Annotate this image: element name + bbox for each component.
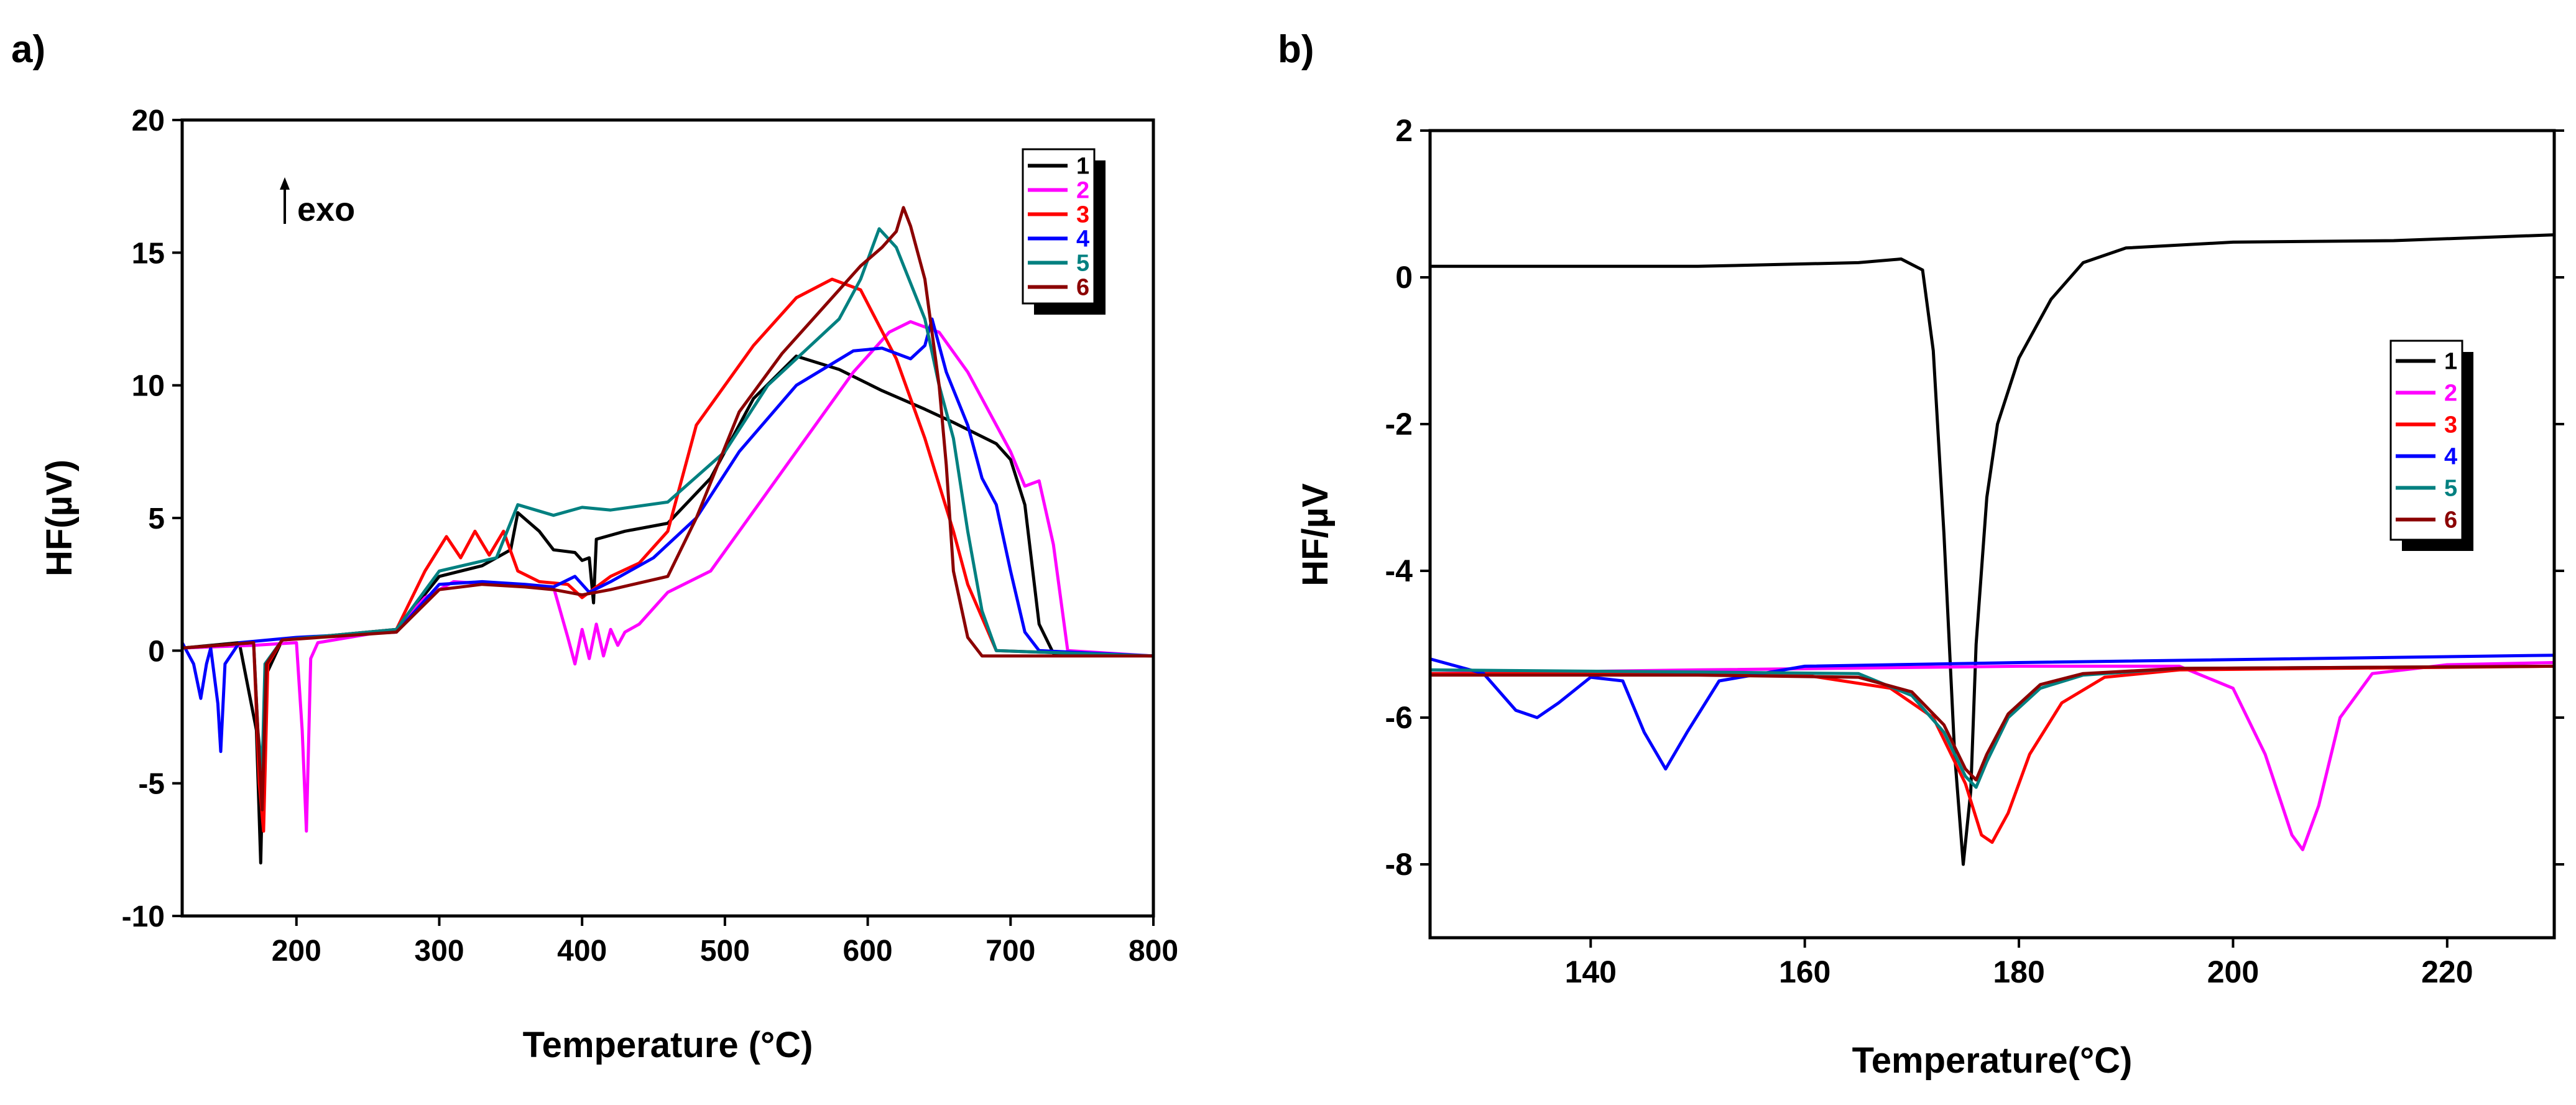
x-tick-label: 160 [1779, 955, 1830, 989]
legend-label-3: 3 [1076, 202, 1089, 228]
x-tick-label: 220 [2421, 955, 2473, 989]
panel-a-series [180, 206, 1154, 865]
y-tick-label: -10 [122, 900, 165, 933]
legend-label-1: 1 [1076, 154, 1089, 180]
panel-a-plot-frame [180, 118, 1155, 918]
y-tick-label: -8 [1385, 847, 1413, 882]
legend-label-5: 5 [1076, 251, 1089, 277]
x-tick-label: 180 [1993, 955, 2044, 989]
series-2-line [1429, 661, 2555, 851]
panel-a-x-axis-label: Temperature (°C) [523, 1025, 813, 1065]
x-tick-label: 600 [843, 935, 893, 968]
legend-label-2: 2 [1076, 178, 1089, 204]
y-tick-label: 15 [132, 237, 165, 270]
x-tick-label: 200 [272, 935, 321, 968]
legend-label-6: 6 [2444, 507, 2457, 534]
series-2-line [182, 320, 1154, 833]
y-tick-label: -6 [1385, 700, 1413, 735]
x-tick-label: 140 [1565, 955, 1617, 989]
y-tick-label: 20 [132, 104, 165, 137]
panel-b-x-axis-label: Temperature(°C) [1852, 1040, 2133, 1081]
legend-label-4: 4 [2444, 444, 2457, 470]
series-4-line [180, 317, 1154, 753]
panel-b: b) 140 160 180 200 220 -8 -6 -4 -2 0 2 Temperature… [1278, 28, 2564, 1081]
panel-a-y-axis-label: HF(µV) [39, 460, 80, 576]
exo-arrowhead-icon [280, 177, 290, 190]
y-tick-label: 10 [132, 370, 165, 403]
legend-label-1: 1 [2444, 349, 2457, 375]
series-6-line [1430, 664, 2555, 782]
exo-label: exo [297, 191, 355, 228]
legend-box [1022, 148, 1096, 305]
legend-label-3: 3 [2444, 412, 2457, 438]
y-tick-label: 2 [1395, 113, 1413, 148]
y-tick-label: -5 [138, 768, 165, 801]
legend-label-6: 6 [1076, 275, 1089, 301]
legend-box [2389, 340, 2463, 541]
y-tick-label: 0 [1395, 260, 1413, 295]
panel-b-label: b) [1278, 28, 1314, 71]
y-tick-label: 5 [148, 502, 165, 535]
legend-label-4: 4 [1076, 226, 1089, 252]
panel-b-legend: 1 2 3 4 5 6 [2389, 340, 2473, 551]
series-6-line [182, 206, 1153, 811]
x-tick-label: 800 [1129, 935, 1178, 968]
x-tick-label: 200 [2207, 955, 2259, 989]
x-tick-label: 500 [700, 935, 750, 968]
y-tick-label: 0 [148, 635, 165, 668]
x-tick-label: 400 [557, 935, 607, 968]
panel-b-plot-frame [1428, 129, 2556, 940]
x-tick-label: 700 [986, 935, 1035, 968]
y-tick-label: -4 [1385, 553, 1413, 588]
panel-b-series [1429, 233, 2555, 866]
exo-annotation: exo [280, 177, 355, 228]
panel-a-label: a) [11, 28, 45, 71]
legend-label-5: 5 [2444, 476, 2457, 502]
series-1-line [1430, 233, 2555, 866]
legend-label-2: 2 [2444, 381, 2457, 407]
x-tick-label: 300 [414, 935, 464, 968]
panel-b-ticks: 140 160 180 200 220 -8 -6 -4 -2 0 2 [1385, 113, 2564, 989]
series-4-line [1429, 654, 2555, 771]
panel-b-y-axis-label: HF/µV [1295, 483, 1336, 586]
y-tick-label: -2 [1385, 407, 1413, 442]
